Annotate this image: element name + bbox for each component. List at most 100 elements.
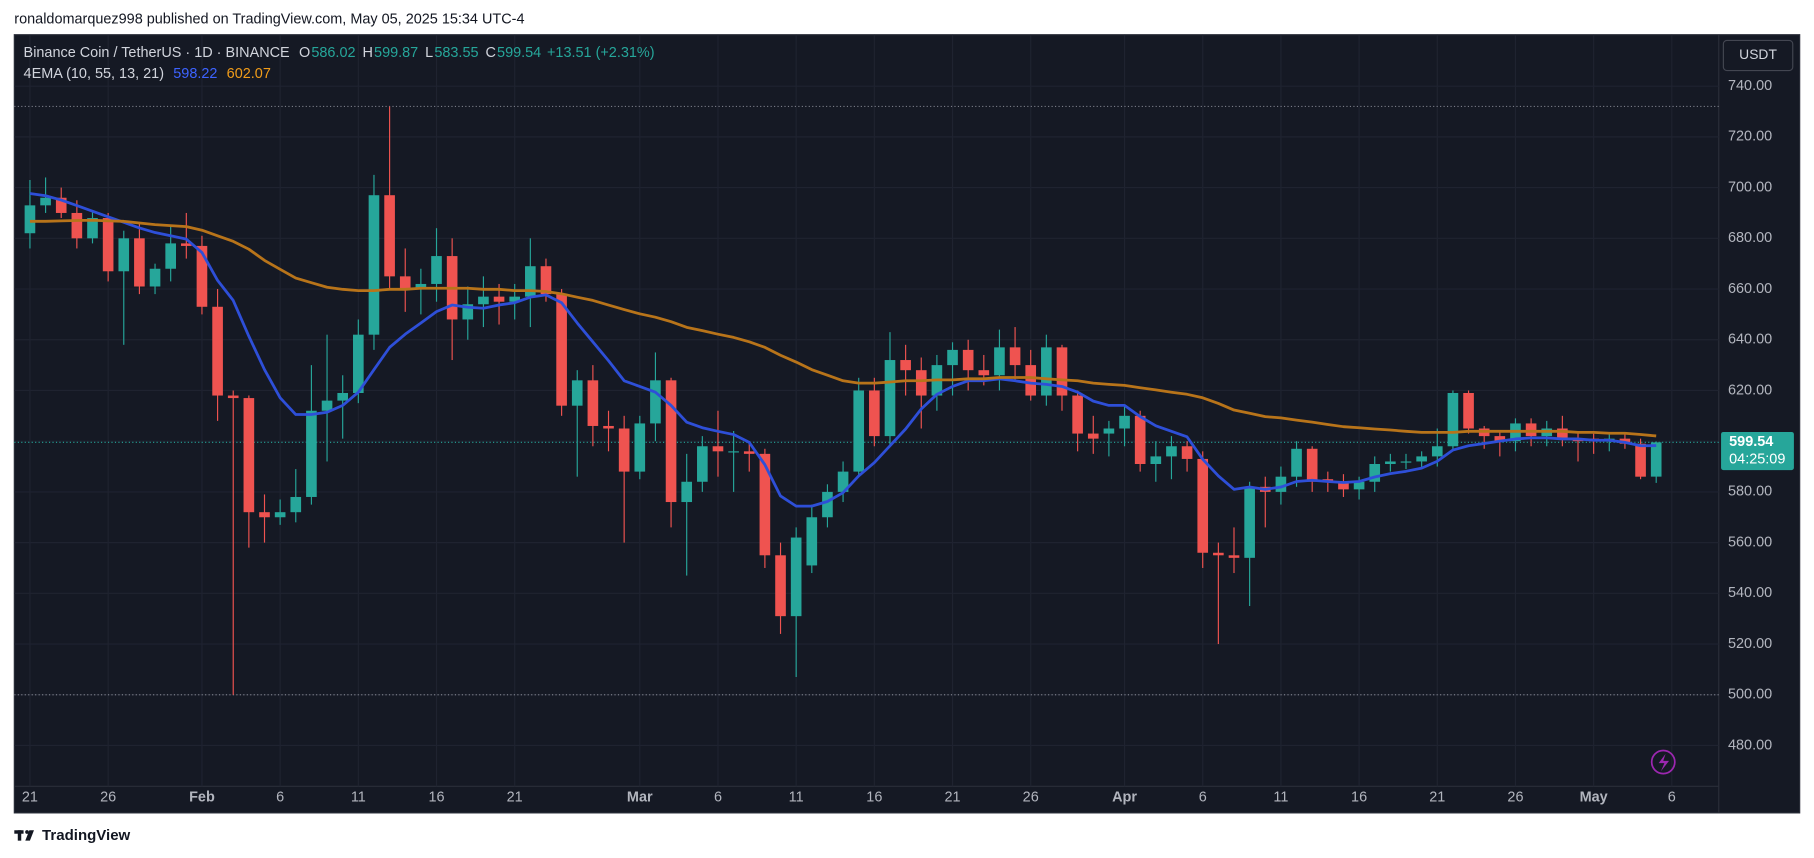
- x-tick-label: 21: [507, 790, 523, 806]
- candle-body: [509, 296, 521, 302]
- grid: [14, 34, 1719, 787]
- candle-body: [1400, 461, 1412, 463]
- candle-body: [1228, 555, 1240, 558]
- candle-body: [259, 512, 270, 518]
- candle-body: [556, 294, 567, 406]
- legend-ohlc-label: H: [362, 45, 372, 61]
- legend-close: 599.54: [497, 45, 541, 61]
- candle-body: [40, 197, 51, 206]
- x-tick-label: May: [1580, 790, 1608, 806]
- candle-body: [1150, 456, 1162, 465]
- candle-body: [24, 205, 36, 234]
- y-tick-label: 700.00: [1728, 179, 1772, 195]
- x-tick-label: 6: [1668, 790, 1676, 806]
- candle-body: [1463, 393, 1474, 429]
- candle-body: [243, 398, 255, 513]
- candle-body: [1197, 458, 1209, 553]
- candle-body: [869, 390, 880, 437]
- candle-body: [1056, 347, 1068, 396]
- y-tick-label: 540.00: [1728, 585, 1772, 601]
- candle-body: [102, 218, 114, 272]
- candle-body: [415, 283, 427, 290]
- candle-body: [603, 425, 614, 429]
- logo-part: [25, 830, 34, 841]
- candle-body: [118, 238, 130, 272]
- candle-body: [353, 334, 364, 394]
- legend-ohlc-label: L: [425, 45, 433, 61]
- candle-body: [384, 195, 395, 277]
- candle-body: [650, 380, 661, 424]
- candle-body: [290, 496, 302, 513]
- candle-body: [665, 380, 677, 503]
- x-tick-label: 21: [945, 790, 961, 806]
- y-tick-label: 740.00: [1728, 78, 1772, 94]
- candle-body: [571, 380, 583, 406]
- legend-low: 583.55: [434, 45, 478, 61]
- y-tick-label: 680.00: [1728, 230, 1772, 246]
- alert-icon[interactable]: [1650, 749, 1676, 775]
- candle-body: [947, 349, 958, 366]
- candle-body: [618, 428, 630, 472]
- y-tick-label: 640.00: [1728, 332, 1772, 348]
- last-price-label: 599.54: [1729, 434, 1773, 450]
- x-tick-label: 26: [1023, 790, 1039, 806]
- candle-body: [1306, 448, 1318, 482]
- candle-body: [462, 304, 474, 320]
- candle-body: [681, 481, 693, 503]
- y-tick-label: 520.00: [1728, 636, 1772, 652]
- candle-body: [540, 266, 552, 295]
- candle-body: [1275, 476, 1287, 492]
- currency-button[interactable]: [1722, 39, 1794, 72]
- candle-body: [1181, 446, 1193, 459]
- candle-body: [790, 537, 802, 617]
- candle-body: [1025, 365, 1037, 396]
- legend-symbol: Binance Coin / TetherUS · 1D · BINANCE: [24, 45, 290, 61]
- candle-body: [134, 238, 145, 287]
- candle-body: [962, 349, 974, 371]
- candle-body: [1416, 456, 1427, 462]
- candle-body: [837, 471, 849, 492]
- axes: 480.00500.00520.00540.00560.00580.00600.…: [22, 78, 1794, 806]
- candle-body: [1166, 446, 1177, 457]
- candle-body: [212, 306, 223, 396]
- y-tick-label: 620.00: [1728, 382, 1772, 398]
- countdown-label: 04:25:09: [1729, 452, 1785, 468]
- candle-body: [1353, 481, 1365, 490]
- candle-body: [587, 380, 599, 426]
- alert-bolt: [1658, 753, 1670, 772]
- legend-open: 586.02: [311, 45, 355, 61]
- legend-ema-value: 598.22: [173, 66, 217, 82]
- candle-body: [149, 268, 161, 287]
- ema-line: [29, 218, 1657, 438]
- candle-body: [478, 296, 489, 305]
- x-tick-label: 26: [1507, 790, 1523, 806]
- candle-body: [165, 243, 176, 269]
- candle-body: [759, 453, 771, 556]
- logo-part: [17, 830, 22, 841]
- x-tick-label: Feb: [189, 790, 215, 806]
- candle-body: [1494, 436, 1506, 442]
- x-tick-label: 26: [100, 790, 116, 806]
- x-tick-label: 11: [1273, 790, 1288, 806]
- candle-body: [55, 197, 67, 213]
- x-tick-label: 16: [866, 790, 882, 806]
- ema-line: [29, 192, 1657, 508]
- legend-indicator: 4EMA (10, 55, 13, 21): [24, 66, 164, 82]
- candle-body: [743, 451, 755, 454]
- candle-body: [1650, 442, 1662, 477]
- candle-body: [884, 360, 896, 437]
- candle-body: [525, 266, 536, 297]
- candle-body: [978, 370, 990, 376]
- y-tick-label: 660.00: [1728, 281, 1772, 297]
- candle-body: [806, 517, 818, 566]
- candle-body: [712, 446, 724, 452]
- candle-body: [1369, 464, 1381, 482]
- candle-body: [994, 347, 1005, 376]
- candle-body: [1385, 461, 1396, 465]
- candle-body: [1447, 393, 1459, 447]
- y-tick-label: 480.00: [1728, 737, 1772, 753]
- candle-body: [337, 393, 349, 401]
- y-tick-label: 580.00: [1728, 484, 1772, 500]
